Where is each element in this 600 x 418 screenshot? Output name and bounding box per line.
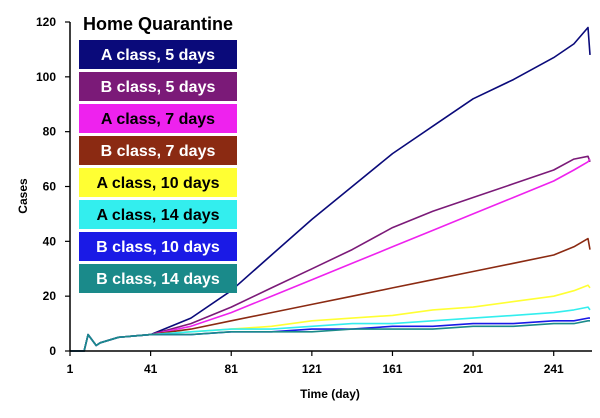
legend-label-7: B class, 10 days (96, 239, 220, 256)
legend-swatch-5 (79, 168, 237, 197)
y-tick-label-5: 80 (43, 125, 57, 139)
legend-label-1: A class, 5 days (101, 47, 215, 64)
legend-label-8: B class, 14 days (96, 271, 220, 288)
x-tick-label-4: 121 (302, 362, 322, 376)
x-tick-label-1: 1 (67, 362, 74, 376)
y-tick-label-2: 20 (43, 289, 57, 303)
legend-swatch-4 (79, 136, 237, 165)
legend-label-3: A class, 7 days (101, 111, 215, 128)
series-line-5 (70, 284, 591, 352)
legend-swatch-8 (79, 264, 237, 293)
legend-title: Home Quarantine (83, 14, 233, 34)
y-tick-label-6: 100 (36, 70, 56, 84)
legend-swatch-7 (79, 232, 237, 261)
legend-swatch-2 (79, 72, 237, 101)
y-tick-label-1: 0 (49, 344, 56, 358)
x-tick-label-2: 41 (144, 362, 158, 376)
legend-swatch-1 (79, 40, 237, 69)
series-line-8 (70, 319, 590, 352)
tick-marks: 1 41 81 121 161 201 241 0 20 40 60 80 100 120 (36, 15, 564, 376)
x-tick-label-6: 201 (463, 362, 483, 376)
legend-label-4: B class, 7 days (101, 143, 216, 160)
y-axis-title: Cases (16, 178, 30, 214)
legend-label-5: A class, 10 days (96, 175, 219, 192)
y-tick-label-3: 40 (43, 234, 57, 248)
series-lines (70, 26, 591, 352)
x-tick-label-5: 161 (382, 362, 402, 376)
x-tick-label-3: 81 (225, 362, 239, 376)
legend-label-2: B class, 5 days (101, 79, 216, 96)
x-tick-label-7: 241 (544, 362, 564, 376)
legend-swatch-6 (79, 200, 237, 229)
legend: Home Quarantine A class, 5 days B class, … (79, 14, 237, 293)
y-tick-label-7: 120 (36, 15, 56, 29)
legend-label-6: A class, 14 days (96, 207, 219, 224)
y-tick-label-4: 60 (43, 180, 57, 194)
x-axis-title: Time (day) (300, 387, 360, 401)
legend-swatch-3 (79, 104, 237, 133)
